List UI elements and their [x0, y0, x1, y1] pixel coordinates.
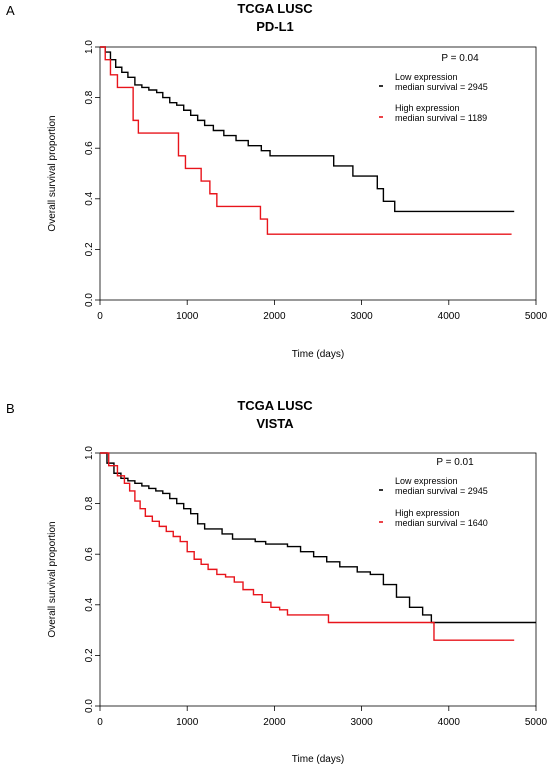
- y-tick-label: 1.0: [84, 446, 95, 460]
- survival-curve-high-expression: [100, 46, 512, 235]
- y-tick-label: 0.6: [84, 141, 95, 155]
- y-tick-label: 0.2: [84, 242, 95, 256]
- x-tick-label: 3000: [350, 717, 373, 728]
- y-tick-label: 0.6: [84, 547, 95, 561]
- y-tick-label: 0.4: [84, 191, 95, 205]
- x-tick-label: 0: [97, 311, 103, 322]
- legend-label-line2: median survival = 2945: [395, 486, 488, 496]
- plot-frame: [99, 46, 537, 301]
- x-tick-label: 2000: [263, 311, 286, 322]
- y-tick-label: 0.0: [84, 293, 95, 307]
- plot-frame: [99, 452, 537, 707]
- y-tick-label: 0.8: [84, 90, 95, 104]
- chart-title: TCGA LUSC: [237, 398, 313, 413]
- x-tick-label: 1000: [176, 311, 199, 322]
- survival-curve-low-expression: [100, 46, 515, 213]
- y-tick-label: 1.0: [84, 40, 95, 54]
- x-tick-label: 5000: [525, 311, 548, 322]
- survival-curve-high-expression: [100, 452, 515, 641]
- y-tick-label: 0.4: [84, 597, 95, 611]
- panel-label: A: [6, 3, 15, 18]
- y-axis-label: Overall survival proportion: [47, 521, 58, 637]
- y-tick-label: 0.8: [84, 496, 95, 510]
- survival-chart-panel-a: A TCGA LUSC PD-L1 0.0 0.2 0.4 0.6 0.8 1.0 0 1000 20…: [6, 1, 548, 360]
- legend-label-line2: median survival = 2945: [395, 82, 488, 92]
- x-tick-label: 3000: [350, 311, 373, 322]
- legend-label-line1: Low expression: [395, 476, 458, 486]
- y-tick-label: 0.0: [84, 699, 95, 713]
- survival-chart-panel-b: B TCGA LUSC VISTA 0.0 0.2 0.4 0.6 0.8 1.0 0 1000 20…: [6, 398, 548, 765]
- p-value-label: P = 0.04: [441, 53, 479, 64]
- p-value-label: P = 0.01: [436, 457, 474, 468]
- y-tick-label: 0.2: [84, 648, 95, 662]
- legend-label-line1: Low expression: [395, 72, 458, 82]
- x-tick-label: 5000: [525, 717, 548, 728]
- x-tick-label: 4000: [438, 311, 461, 322]
- chart-subtitle: PD-L1: [256, 19, 294, 34]
- legend-label-line2: median survival = 1640: [395, 518, 488, 528]
- x-tick-label: 4000: [438, 717, 461, 728]
- chart-title: TCGA LUSC: [237, 1, 313, 16]
- legend-label-line1: High expression: [395, 508, 460, 518]
- legend-label-line1: High expression: [395, 103, 460, 113]
- x-tick-label: 2000: [263, 717, 286, 728]
- survival-curve-low-expression: [100, 452, 536, 624]
- x-tick-label: 0: [97, 717, 103, 728]
- chart-subtitle: VISTA: [256, 416, 294, 431]
- y-axis-label: Overall survival proportion: [47, 115, 58, 231]
- panel-label: B: [6, 401, 15, 416]
- x-axis-label: Time (days): [292, 754, 344, 765]
- legend-label-line2: median survival = 1189: [395, 113, 487, 123]
- x-axis-label: Time (days): [292, 349, 344, 360]
- x-tick-label: 1000: [176, 717, 199, 728]
